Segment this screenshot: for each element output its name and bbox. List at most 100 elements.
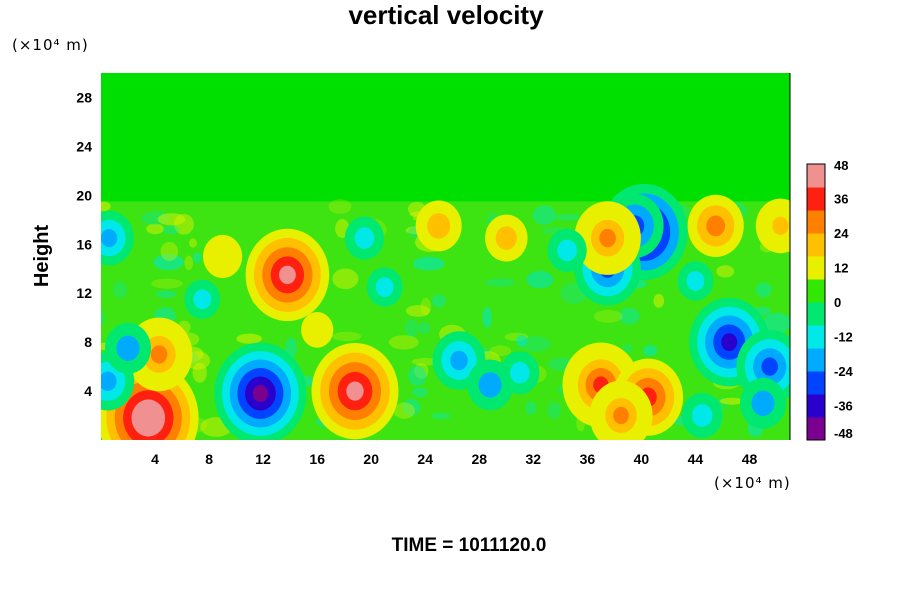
texture-blob: [532, 205, 556, 225]
texture-blob: [184, 255, 193, 271]
x-tick-label: 44: [688, 451, 704, 467]
x-tick-label: 8: [205, 451, 213, 467]
velocity-feature: [214, 342, 307, 440]
colorbar-segment: [807, 417, 825, 441]
velocity-feature: [344, 216, 384, 260]
texture-blob: [153, 254, 184, 271]
velocity-feature: [547, 228, 587, 272]
texture-blob: [332, 331, 362, 342]
velocity-feature: [689, 297, 770, 387]
texture-blob: [189, 238, 197, 248]
y-tick-label: 20: [76, 187, 92, 203]
colorbar: 48 36 24 12 0 -12 -24 -36 -48: [806, 158, 854, 441]
y-tick-label: 28: [76, 90, 92, 106]
colorbar-tick-label: -48: [834, 426, 853, 441]
texture-blob: [151, 278, 183, 289]
x-ticks: 4 8 12 16 20 24 28 32 36 40 44 48: [151, 451, 757, 467]
texture-blob: [160, 241, 179, 262]
texture-blob: [412, 387, 428, 398]
colorbar-tick-label: -36: [834, 399, 853, 414]
texture-blob: [420, 297, 431, 316]
time-label: TIME = 1011120.0: [392, 535, 547, 556]
x-tick-label: 36: [580, 451, 596, 467]
x-tick-label: 4: [151, 451, 159, 467]
velocity-feature: [681, 392, 723, 439]
texture-blob: [236, 333, 262, 344]
x-tick-label: 32: [526, 451, 542, 467]
y-tick-label: 16: [76, 236, 92, 252]
velocity-feature: [415, 200, 462, 252]
texture-blob: [157, 213, 186, 226]
velocity-feature: [301, 312, 334, 348]
texture-blob: [431, 412, 452, 420]
velocity-feature: [755, 198, 790, 254]
texture-blob: [101, 201, 111, 212]
colorbar-segment: [807, 371, 825, 395]
colorbar-segment: [807, 394, 825, 418]
colorbar-segment: [807, 325, 825, 349]
texture-blob: [388, 335, 419, 350]
colorbar-tick-label: 36: [834, 192, 848, 207]
x-tick-label: 12: [255, 451, 271, 467]
velocity-feature: [105, 322, 151, 374]
x-unit-label: (×10⁴ m): [714, 474, 791, 492]
velocity-field: [101, 183, 790, 440]
texture-blob: [432, 294, 446, 308]
velocity-feature: [366, 267, 403, 307]
texture-blob: [515, 334, 528, 347]
texture-blob: [526, 270, 554, 289]
velocity-feature: [485, 214, 528, 262]
y-tick-label: 12: [76, 285, 92, 301]
y-tick-label: 24: [76, 138, 92, 154]
texture-blob: [162, 225, 179, 235]
velocity-feature: [687, 194, 744, 257]
texture-blob: [404, 319, 419, 338]
colorbar-segment: [807, 210, 825, 234]
colorbar-segment: [807, 233, 825, 257]
velocity-feature: [740, 377, 786, 429]
texture-blob: [593, 310, 623, 323]
texture-blob: [643, 345, 658, 357]
velocity-feature: [203, 234, 243, 279]
colorbar-tick-label: 24: [834, 226, 849, 241]
x-tick-label: 24: [417, 451, 433, 467]
plot-area: [101, 73, 791, 440]
x-tick-label: 20: [363, 451, 379, 467]
y-axis-label: Height: [31, 225, 53, 288]
colorbar-segment: [807, 256, 825, 280]
y-tick-label: 8: [84, 334, 92, 350]
colorbar-segment: [807, 187, 825, 211]
texture-blob: [554, 214, 581, 221]
velocity-feature: [500, 351, 540, 395]
texture-blob: [762, 312, 790, 334]
chart-title: vertical velocity: [348, 0, 544, 30]
velocity-feature: [574, 201, 641, 275]
y-unit-label: (×10⁴ m): [12, 36, 89, 54]
texture-blob: [193, 252, 202, 263]
colorbar-segment: [807, 302, 825, 326]
texture-blob: [418, 322, 431, 334]
colorbar-tick-label: -24: [834, 364, 854, 379]
colorbar-tick-label: 48: [834, 158, 848, 173]
y-ticks: 4 8 12 16 20 24 28: [76, 90, 92, 400]
colorbar-segment: [807, 348, 825, 372]
colorbar-tick-label: -12: [834, 330, 853, 345]
velocity-feature: [184, 279, 221, 319]
x-tick-label: 28: [472, 451, 488, 467]
x-tick-label: 48: [742, 451, 758, 467]
texture-blob: [412, 256, 445, 271]
texture-blob: [332, 268, 359, 290]
texture-blob: [489, 345, 512, 357]
texture-blob: [192, 362, 207, 383]
texture-blob: [402, 399, 421, 416]
colorbar-border: [806, 163, 826, 441]
texture-blob: [328, 199, 352, 214]
velocity-feature: [101, 210, 134, 266]
texture-blob: [146, 223, 165, 235]
texture-blob: [408, 365, 427, 386]
x-tick-label: 16: [309, 451, 325, 467]
velocity-feature: [677, 261, 714, 301]
velocity-feature: [245, 228, 330, 322]
texture-blob: [755, 282, 772, 298]
colorbar-segment: [807, 279, 825, 303]
